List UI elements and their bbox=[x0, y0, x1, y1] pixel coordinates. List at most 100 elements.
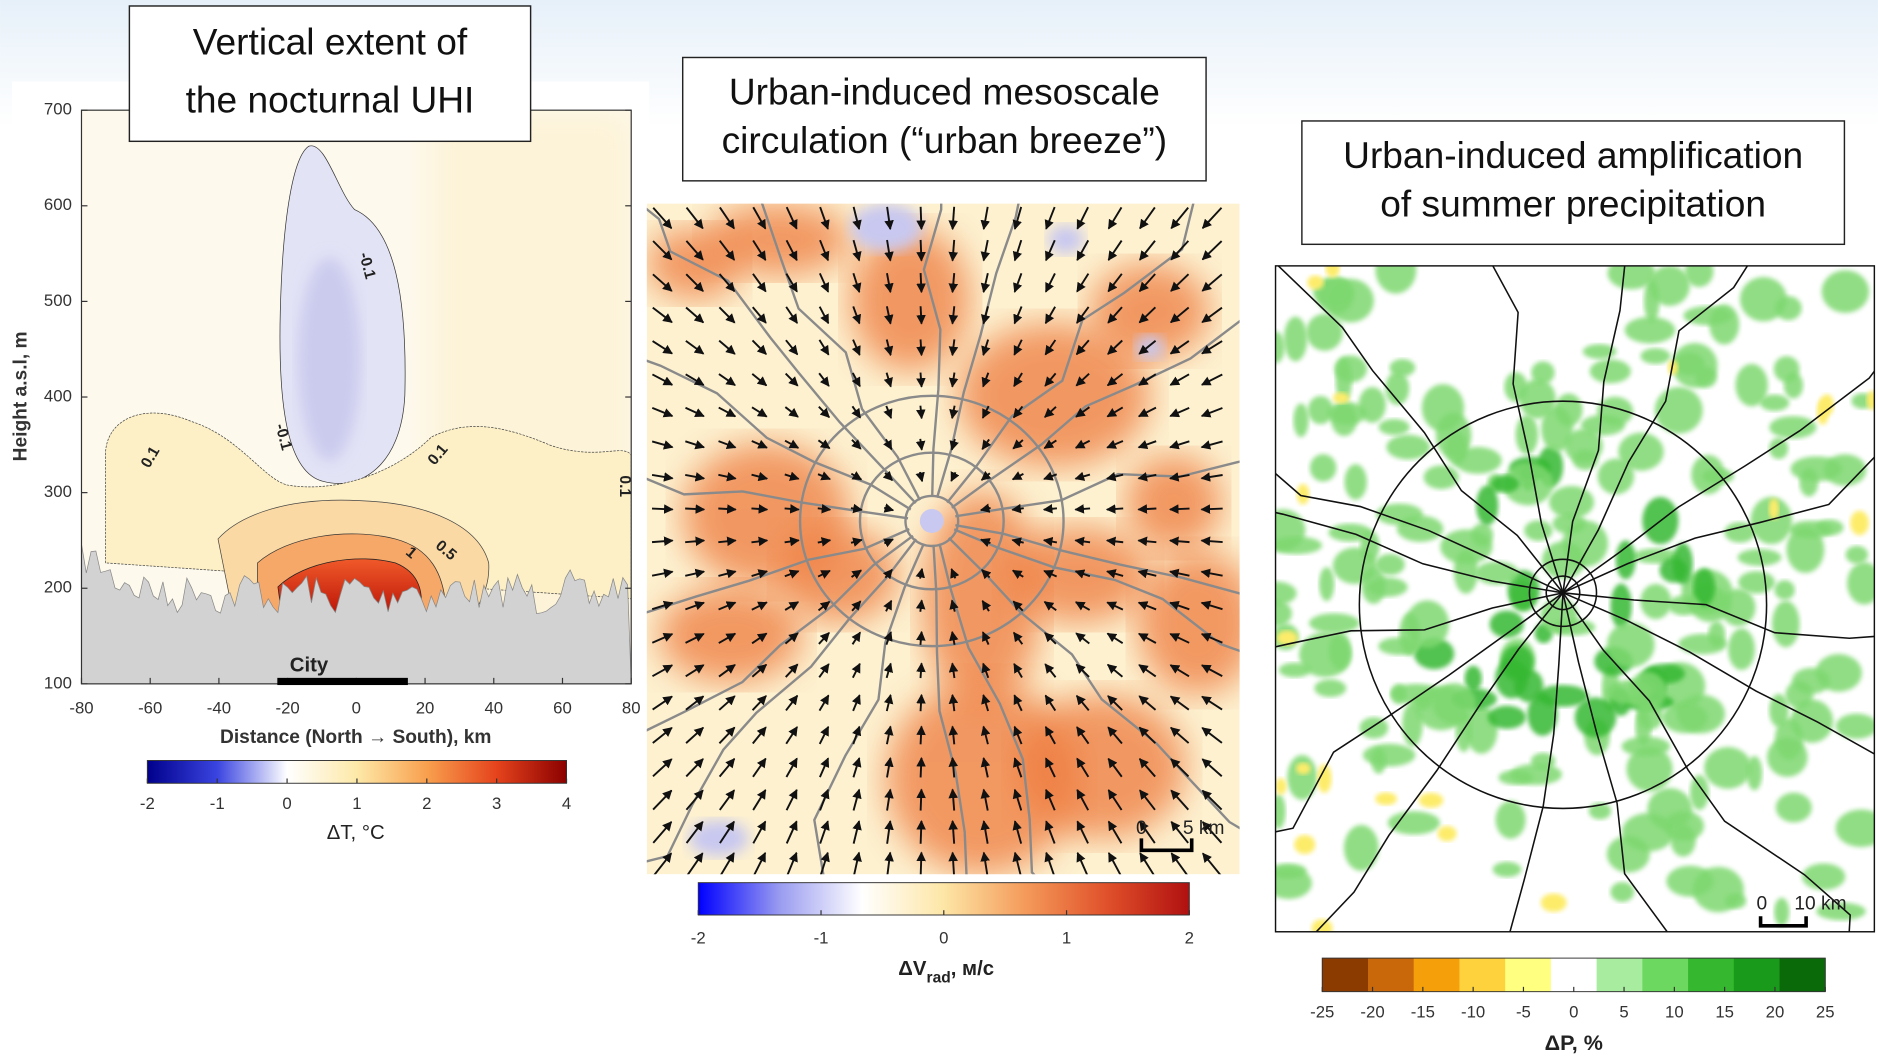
colorbar-tick-label: -20 bbox=[1360, 1003, 1384, 1022]
colorbar-segment bbox=[1642, 958, 1688, 992]
precip-blob bbox=[1549, 486, 1594, 518]
x-tick-label: -60 bbox=[138, 698, 162, 717]
precip-dry bbox=[1437, 826, 1456, 841]
precip-blob bbox=[1704, 747, 1751, 789]
colorbar-tick-label: 1 bbox=[1062, 928, 1071, 947]
y-tick-label: 100 bbox=[44, 673, 72, 692]
precip-blob bbox=[1471, 523, 1493, 547]
precip-blob bbox=[1625, 317, 1676, 344]
wind-arrow bbox=[921, 273, 922, 292]
precip-blob bbox=[1422, 384, 1464, 431]
wind-arrow bbox=[921, 821, 922, 844]
x-tick-label: 40 bbox=[484, 698, 503, 717]
precip-blob bbox=[1774, 898, 1789, 926]
precip-blob bbox=[1728, 628, 1755, 670]
precip-blob bbox=[1432, 683, 1476, 725]
precip-blob bbox=[1293, 403, 1308, 437]
precip-blob bbox=[1331, 403, 1357, 436]
precip-blob bbox=[1493, 862, 1522, 877]
anomaly-cool bbox=[689, 820, 749, 856]
precip-blob bbox=[1708, 621, 1725, 647]
wind-arrow bbox=[921, 663, 922, 678]
precip-blob bbox=[1388, 811, 1440, 834]
precip-blob bbox=[1640, 348, 1670, 364]
precip-blob bbox=[1776, 793, 1812, 823]
precip-blob bbox=[1628, 672, 1666, 711]
precip-blob bbox=[1531, 361, 1554, 384]
colorbar-tick-label: 3 bbox=[492, 794, 501, 813]
precip-blob bbox=[1690, 775, 1709, 810]
contour-label: 0.1 bbox=[616, 475, 633, 497]
x-axis-label: Distance (North → South), km bbox=[220, 727, 491, 748]
precip-blob bbox=[1590, 359, 1631, 383]
precip-dry bbox=[1769, 498, 1779, 519]
precip-blob bbox=[1495, 658, 1528, 698]
precip-blob bbox=[1344, 825, 1379, 871]
precip-blob bbox=[1791, 700, 1834, 743]
colorbar-tick-label: 1 bbox=[352, 794, 361, 813]
colorbar-tick-label: -1 bbox=[814, 928, 829, 947]
y-axis-label: Height a.s.l, m bbox=[11, 331, 32, 461]
precip-blob bbox=[1379, 419, 1410, 435]
panel-title: Vertical extent of bbox=[193, 20, 468, 62]
x-tick-label: 60 bbox=[553, 698, 572, 717]
colorbar-tick-label: -10 bbox=[1461, 1003, 1485, 1022]
wind-arrow bbox=[785, 508, 799, 509]
precip-blob bbox=[1747, 756, 1762, 790]
precip-blob bbox=[1319, 567, 1334, 601]
wind-arrow bbox=[921, 853, 922, 877]
contour-cool-core bbox=[298, 257, 360, 461]
colorbar-label: ΔP, % bbox=[1545, 1030, 1603, 1055]
precip-blob bbox=[1610, 882, 1634, 902]
precip-blob bbox=[1774, 356, 1800, 382]
colorbar-tick-label: 20 bbox=[1766, 1003, 1785, 1022]
wind-arrow bbox=[921, 726, 922, 744]
scale-label: 5 km bbox=[1183, 818, 1225, 839]
colorbar-segment bbox=[1780, 958, 1826, 992]
x-tick-label: -40 bbox=[207, 698, 231, 717]
colorbar-segment bbox=[1322, 958, 1368, 992]
scale-label: 0 bbox=[1136, 818, 1147, 839]
precip-blob bbox=[1649, 266, 1690, 306]
colorbar-tick-label: 15 bbox=[1715, 1003, 1734, 1022]
precip-blob bbox=[1510, 764, 1562, 785]
precip-blob bbox=[1360, 717, 1389, 738]
precip-blob bbox=[1284, 317, 1307, 362]
precip-blob bbox=[1622, 813, 1675, 851]
precip-blob bbox=[1662, 703, 1708, 733]
precip-blob bbox=[1622, 737, 1670, 757]
x-tick-label: -20 bbox=[276, 698, 300, 717]
colorbar-tick-label: -2 bbox=[691, 928, 706, 947]
anomaly-cool bbox=[1048, 225, 1084, 254]
center-cool bbox=[920, 509, 944, 533]
label-main: ΔV bbox=[898, 958, 927, 980]
scale-label: 10 km bbox=[1794, 893, 1846, 914]
precip-dry bbox=[1275, 778, 1286, 795]
wind-arrow bbox=[921, 339, 922, 355]
colorbar-tick-label: 2 bbox=[422, 794, 431, 813]
colorbar-segment bbox=[1734, 958, 1780, 992]
precip-blob bbox=[1496, 801, 1526, 839]
precip-blob bbox=[1306, 314, 1343, 351]
wind-arrow bbox=[1201, 509, 1222, 510]
wind-arrow bbox=[751, 508, 767, 509]
x-tick-label: -80 bbox=[69, 698, 93, 717]
precip-dry bbox=[1333, 392, 1350, 403]
wind-arrow bbox=[921, 306, 922, 323]
precip-dry bbox=[1419, 793, 1443, 808]
precip-blob bbox=[1402, 702, 1422, 746]
precip-blob bbox=[1488, 706, 1526, 729]
precip-blob bbox=[1308, 396, 1333, 424]
wind-arrow bbox=[920, 373, 921, 387]
wind-arrow bbox=[1075, 508, 1090, 509]
precip-blob bbox=[1616, 540, 1636, 579]
colorbar-tick-label: 0 bbox=[282, 794, 291, 813]
colorbar-segment bbox=[1688, 958, 1734, 992]
colorbar-segment bbox=[1597, 958, 1643, 992]
y-tick-label: 400 bbox=[44, 386, 72, 405]
colorbar-segment bbox=[1551, 958, 1597, 992]
precip-blob bbox=[1775, 580, 1795, 599]
precip-blob bbox=[1786, 526, 1824, 573]
precip-blob bbox=[1802, 863, 1845, 890]
precip-blob bbox=[1671, 824, 1696, 857]
